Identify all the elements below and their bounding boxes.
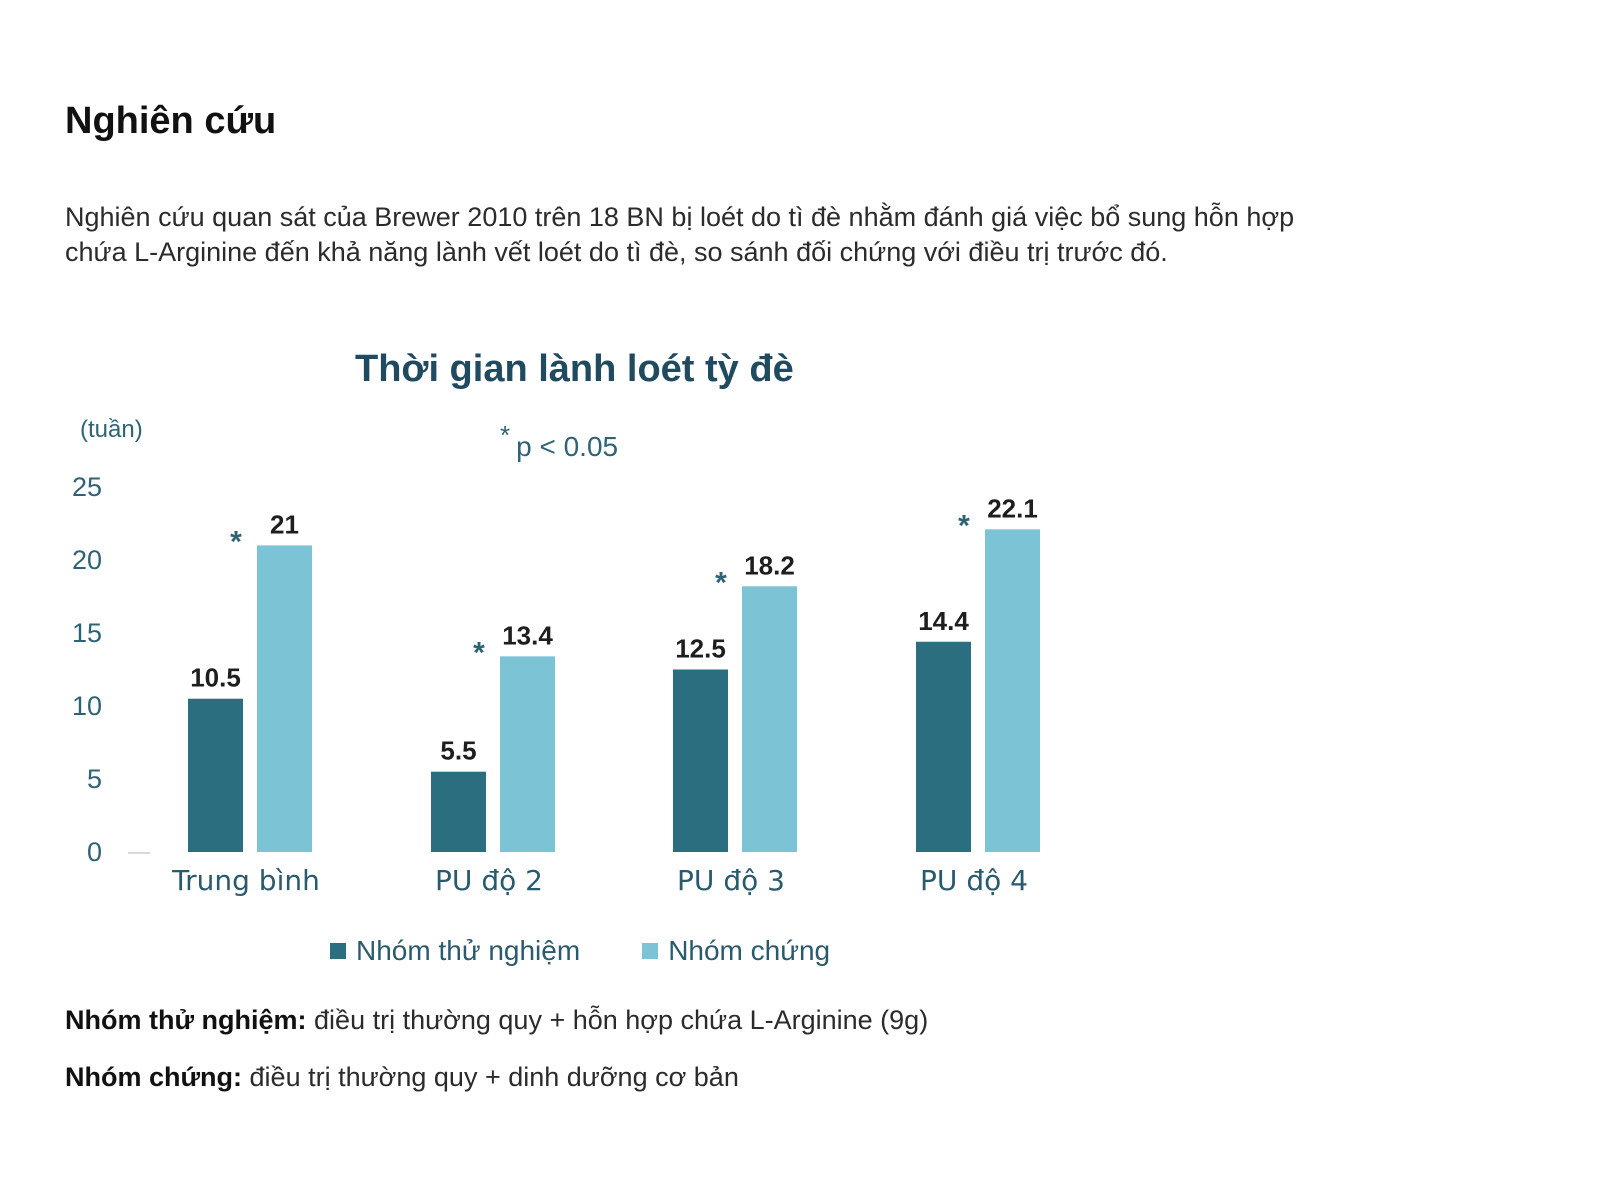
note-control-group: Nhóm chứng: điều trị thường quy + dinh d… [65,1062,739,1093]
section-title: Nghiên cứu [65,100,277,142]
chart-legend: Nhóm thử nghiệm Nhóm chứng [330,935,830,967]
data-label: 10.5 [190,663,241,693]
significance-text: p < 0.05 [516,431,619,462]
note-label: Nhóm chứng: [65,1062,243,1092]
legend-label-experimental: Nhóm thử nghiệm [356,935,581,966]
legend-swatch-control [642,943,659,959]
data-label: 14.4 [918,606,969,636]
chart-title: Thời gian lành loét tỳ đè [355,348,794,390]
significance-marker: * [715,566,727,599]
x-category-label: PU độ 4 [920,864,1028,897]
data-label: 5.5 [440,736,476,766]
bar-control [985,529,1040,852]
significance-note: * p < 0.05 [500,420,618,463]
intro-paragraph: Nghiên cứu quan sát của Brewer 2010 trên… [65,200,1545,270]
significance-star: * [500,420,511,450]
data-label: 13.4 [502,620,553,650]
significance-marker: * [473,636,485,669]
note-label: Nhóm thử nghiệm: [65,1005,307,1035]
y-tick-label: 10 [72,691,102,721]
significance-marker: * [958,509,970,542]
bar-chart: 0 5 10 15 20 25 10.5 21 * Trung bình 5.5 13.4 * PU độ… [72,472,1040,897]
data-label: 21 [270,509,299,539]
legend-item-experimental: Nhóm thử nghiệm [330,935,580,967]
x-category-label: PU độ 3 [677,864,785,897]
intro-line: chứa L-Arginine đến khả năng lành vết lo… [65,237,1168,267]
y-tick-label: 15 [72,618,102,648]
note-text: điều trị thường quy + dinh dưỡng cơ bản [242,1062,739,1092]
bar-control [500,656,555,852]
x-category-label: Trung bình [171,864,320,897]
data-label: 18.2 [744,550,795,580]
bar-control [257,545,312,852]
y-tick-label: 25 [72,472,102,502]
significance-marker: * [230,525,242,558]
note-experimental-group: Nhóm thử nghiệm: điều trị thường quy + h… [65,1005,928,1036]
y-tick-label: 5 [87,764,102,794]
y-tick-label: 20 [72,545,102,575]
y-tick-label: 0 [87,837,102,867]
note-text: điều trị thường quy + hỗn hợp chứa L-Arg… [306,1005,929,1035]
legend-label-control: Nhóm chứng [668,935,831,966]
x-category-label: PU độ 2 [435,864,543,897]
bar-experimental [431,771,486,852]
y-axis-unit-label: (tuần) [80,416,143,443]
legend-swatch-experimental [330,943,346,959]
bar-experimental [188,698,243,852]
bar-experimental [673,669,728,852]
data-label: 22.1 [987,493,1038,523]
data-label: 12.5 [675,634,726,664]
intro-line: Nghiên cứu quan sát của Brewer 2010 trên… [65,202,1295,232]
legend-item-control: Nhóm chứng [642,935,830,967]
bar-experimental [916,641,971,852]
bar-control [742,586,797,852]
